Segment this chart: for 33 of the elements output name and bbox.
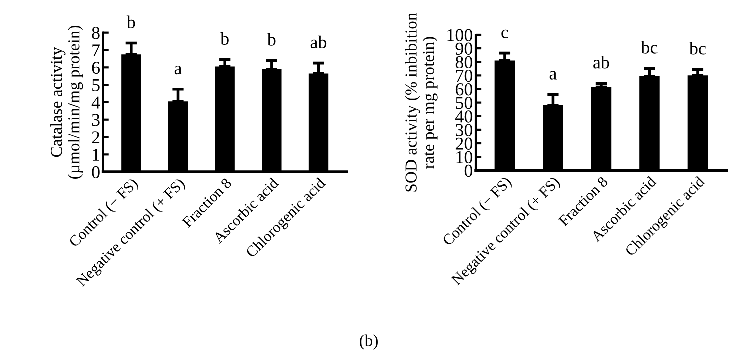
y-tick-label: 70 [456,70,473,82]
annotation: a [174,66,182,75]
y-tick-label: 10 [456,151,473,164]
text: (b) [360,334,378,350]
annotation: ab [310,36,327,49]
y-tick-label: 6 [92,62,100,74]
y-tick-label: 60 [456,84,473,96]
annotation: a [550,71,557,80]
annotation: b [220,32,229,46]
annotation: bc [641,41,658,54]
y-tick-label: 1 [93,149,100,161]
y-tick-label: 90 [456,42,473,55]
y-tick-label: 0 [92,166,100,179]
y-tick-label: 7 [92,44,100,57]
y-tick-label: 80 [456,56,473,69]
y-tick-label: 20 [456,138,473,150]
annotation: c [502,30,508,39]
text: b [126,16,136,29]
y-tick-label: 40 [456,110,473,123]
y-tick-label: 8 [92,27,100,40]
y-tick-label: 3 [92,114,100,126]
y-tick-label: 5 [92,79,100,92]
y-tick-label: 30 [456,124,473,136]
y-tick-label: 0 [464,164,473,178]
annotation: b [267,33,276,46]
y-tick-label: 2 [92,132,100,144]
y-tick-label: 4 [92,96,100,109]
annotation: ab [594,56,610,69]
y-tick-label: 50 [456,97,473,110]
y-tick-label: 100 [448,29,473,42]
y-axis-title: Catalase activity (µmol/min/mg protein) [50,26,84,179]
y-axis-title: SOD activity (% inbibition rate per mg protein) [405,13,438,192]
annotation: bc [689,42,706,55]
